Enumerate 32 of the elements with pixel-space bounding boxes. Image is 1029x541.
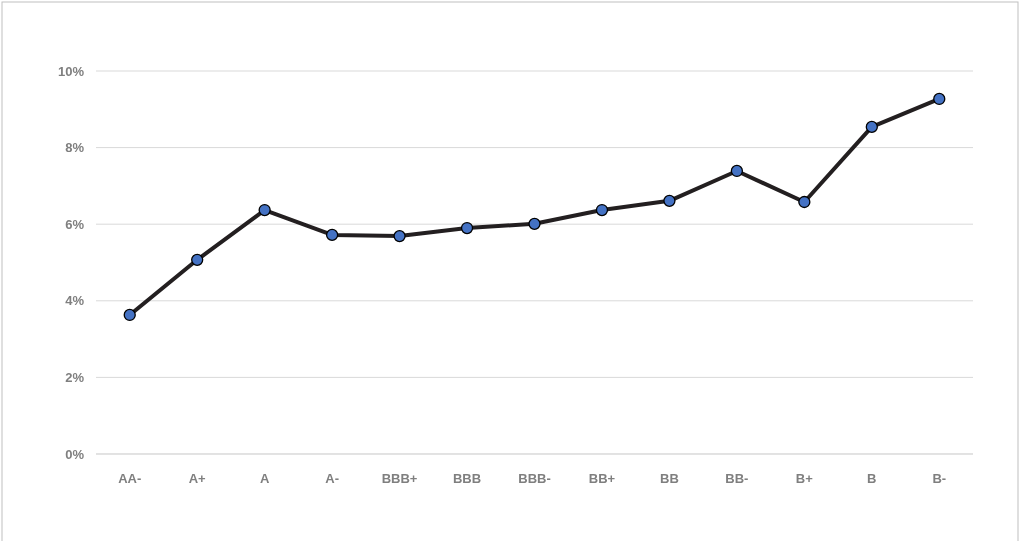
x-tick-label: B-: [932, 471, 947, 486]
point: [528, 217, 541, 230]
y-tick-label: 2%: [65, 369, 85, 385]
point: [933, 92, 946, 106]
point: [595, 203, 609, 217]
y-tick-label: 4%: [65, 293, 85, 309]
x-tick-label: AA-: [118, 471, 142, 486]
y-tick-label: 6%: [65, 216, 85, 232]
point: [325, 228, 339, 242]
x-tick-label: A-: [325, 471, 339, 486]
x-tick-label: BBB+: [381, 471, 418, 486]
x-tick-label: BBB-: [518, 471, 551, 486]
x-tick-label: BB-: [725, 471, 749, 486]
point: [663, 194, 676, 207]
y-tick-label: 8%: [65, 140, 85, 156]
x-tick-label: BB: [660, 471, 679, 486]
x-tick-label: A: [259, 471, 270, 486]
y-tick-label: 0%: [65, 446, 85, 462]
point: [258, 203, 271, 217]
x-tick-label: BB+: [588, 471, 616, 486]
x-tick-label: B: [867, 471, 877, 486]
y-tick-label: 10%: [57, 63, 85, 79]
point: [460, 221, 474, 235]
point: [798, 195, 811, 209]
point: [393, 229, 406, 243]
point: [865, 120, 878, 134]
point: [123, 308, 136, 322]
x-tick-label: BBB: [452, 471, 482, 486]
point: [191, 253, 204, 266]
x-tick-label: A+: [188, 471, 207, 486]
point: [730, 164, 744, 178]
x-tick-label: B+: [795, 471, 814, 486]
